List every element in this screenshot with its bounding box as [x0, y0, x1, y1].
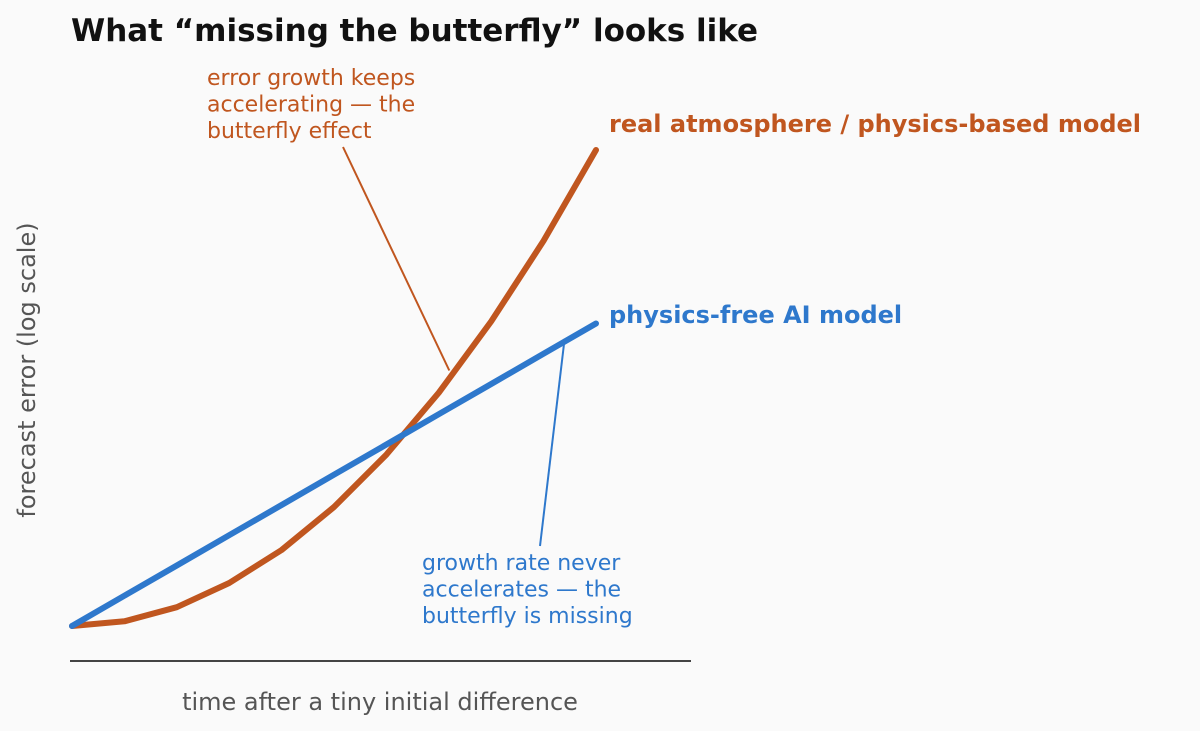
annotation-butterfly-missing: growth rate never accelerates — the butter…: [422, 551, 633, 629]
series-line-ai-model: [69, 320, 599, 629]
annotation-line: accelerating — the: [207, 93, 415, 118]
chart-title: What “missing the butterfly” looks like: [71, 13, 758, 49]
x-axis-label: time after a tiny initial difference: [182, 688, 578, 716]
annotation-line: growth rate never: [422, 551, 621, 576]
y-axis-label: forecast error (log scale): [13, 222, 41, 517]
annotation-line: butterfly effect: [207, 119, 372, 144]
annotation-line: error growth keeps: [207, 66, 415, 91]
annotation-leader-butterfly-effect: [342, 146, 451, 371]
annotation-leader-butterfly-missing: [539, 338, 566, 547]
annotation-line: butterfly is missing: [422, 604, 633, 629]
series-label-ai-model: physics-free AI model: [609, 301, 902, 329]
series-label-physics-based: real atmosphere / physics-based model: [609, 110, 1141, 138]
annotation-butterfly-effect: error growth keeps accelerating — the butt…: [207, 66, 415, 144]
annotation-line: accelerates — the: [422, 578, 621, 603]
series-line-physics-based: [69, 147, 599, 629]
